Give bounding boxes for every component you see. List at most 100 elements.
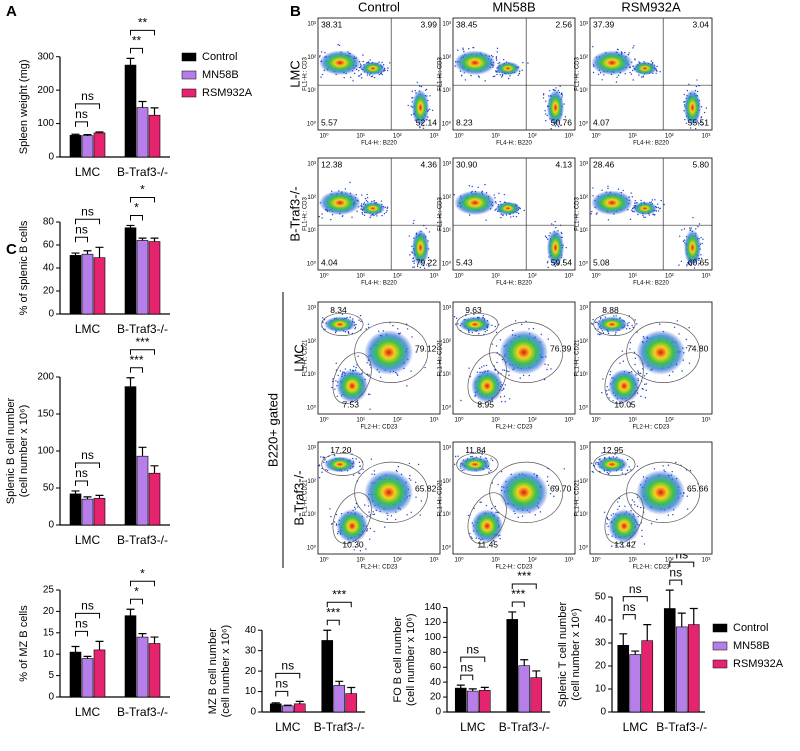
error-bar xyxy=(138,100,147,108)
event-dot xyxy=(503,395,506,397)
y-tick-label: 5 xyxy=(48,670,54,681)
event-dot xyxy=(546,480,548,482)
event-dot xyxy=(409,475,411,477)
significance-label: ns xyxy=(81,89,94,103)
event-dot xyxy=(660,199,662,202)
event-dot xyxy=(468,185,471,187)
event-dot xyxy=(563,260,565,262)
event-dot xyxy=(700,116,703,118)
event-dot xyxy=(407,104,409,107)
event-dot xyxy=(406,328,409,330)
bar xyxy=(81,253,94,315)
event-dot xyxy=(701,242,703,245)
significance-bracket xyxy=(460,656,486,663)
significance-label: ns xyxy=(629,582,642,596)
event-dot xyxy=(640,76,643,78)
y-tick-label: 50 xyxy=(595,592,607,603)
bar xyxy=(69,651,82,698)
y-axis-label: FL1-H:: CD3 xyxy=(438,57,444,91)
y-tick-label: 10¹ xyxy=(442,228,451,234)
x-tick-label: 10² xyxy=(393,418,402,424)
gate-percent: 10.30 xyxy=(342,539,364,549)
significance-bracket xyxy=(75,236,88,243)
y-tick-label: 20 xyxy=(43,606,55,617)
event-dot xyxy=(410,511,412,513)
event-dot xyxy=(502,369,504,371)
event-dot xyxy=(495,56,498,58)
significance-bracket xyxy=(130,214,143,221)
event-dot xyxy=(659,70,661,73)
gate-percent: 74.80 xyxy=(687,343,709,353)
event-dot xyxy=(700,106,703,108)
event-dot xyxy=(419,126,421,128)
y-tick-label: 10⁰ xyxy=(307,261,317,268)
event-dot xyxy=(549,492,552,495)
legend-label: MN58B xyxy=(733,640,770,652)
event-dot xyxy=(422,124,424,127)
event-dot xyxy=(617,501,619,503)
event-dot xyxy=(373,214,375,217)
x-axis-label: FL4-H:: B220 xyxy=(633,281,669,287)
event-dot xyxy=(600,316,602,319)
event-dot xyxy=(485,364,488,367)
event-dot xyxy=(355,65,358,67)
event-dot xyxy=(509,398,511,400)
event-dot xyxy=(386,207,388,210)
gate-percent: 8.88 xyxy=(602,305,619,315)
y-axis-label: FL1-H:: CD21 xyxy=(303,479,309,517)
density-blob xyxy=(360,201,386,216)
event-dot xyxy=(384,526,386,528)
event-dot xyxy=(457,49,459,51)
event-dot xyxy=(322,321,324,323)
event-dot xyxy=(369,393,371,396)
y-tick-label: 10⁰ xyxy=(442,545,452,552)
event-dot xyxy=(504,384,506,386)
event-dot xyxy=(642,388,644,390)
event-dot xyxy=(634,319,636,321)
bar xyxy=(124,615,137,698)
event-dot xyxy=(637,213,639,216)
significance-label: ns xyxy=(75,466,88,480)
y-tick-label: 10² xyxy=(579,195,588,201)
event-dot xyxy=(601,189,603,191)
event-dot xyxy=(688,362,691,364)
event-dot xyxy=(629,405,631,408)
event-dot xyxy=(521,515,524,517)
x-tick-label: 10⁰ xyxy=(319,273,329,280)
event-dot xyxy=(412,222,415,225)
event-dot xyxy=(653,468,656,470)
event-dot xyxy=(463,51,465,53)
x-axis-label: FL2-H:: CD23 xyxy=(360,565,398,571)
event-dot xyxy=(518,70,521,72)
x-tick-label: 10² xyxy=(393,274,402,280)
event-dot xyxy=(425,227,427,229)
y-axis-label: FO B cell number xyxy=(392,617,404,703)
density-blob xyxy=(364,470,414,515)
y-tick-label: 10² xyxy=(307,55,316,61)
event-dot xyxy=(659,207,661,210)
error-bar xyxy=(150,465,159,474)
bar xyxy=(136,636,149,698)
bar xyxy=(293,703,306,713)
event-dot xyxy=(641,529,643,532)
event-dot xyxy=(467,514,470,517)
event-dot xyxy=(355,68,358,71)
significance-bracket xyxy=(75,630,88,637)
event-dot xyxy=(471,331,474,334)
event-dot xyxy=(560,93,563,95)
event-dot xyxy=(547,338,549,340)
significance-label: ns xyxy=(669,565,682,579)
gate-percent: 8.95 xyxy=(477,399,494,409)
y-axis-label: FL1-H:: CD3 xyxy=(575,197,581,231)
event-dot xyxy=(381,73,383,76)
event-dot xyxy=(504,401,507,403)
y-axis-label: % of splenic B cells xyxy=(18,220,30,315)
x-tick-label: 10¹ xyxy=(491,134,500,140)
y-axis-label: Spleen weight (mg) xyxy=(18,59,30,154)
x-tick-label: 10⁰ xyxy=(454,273,464,280)
event-dot xyxy=(378,73,381,76)
x-axis-label: FL2-H:: CD23 xyxy=(360,425,398,431)
